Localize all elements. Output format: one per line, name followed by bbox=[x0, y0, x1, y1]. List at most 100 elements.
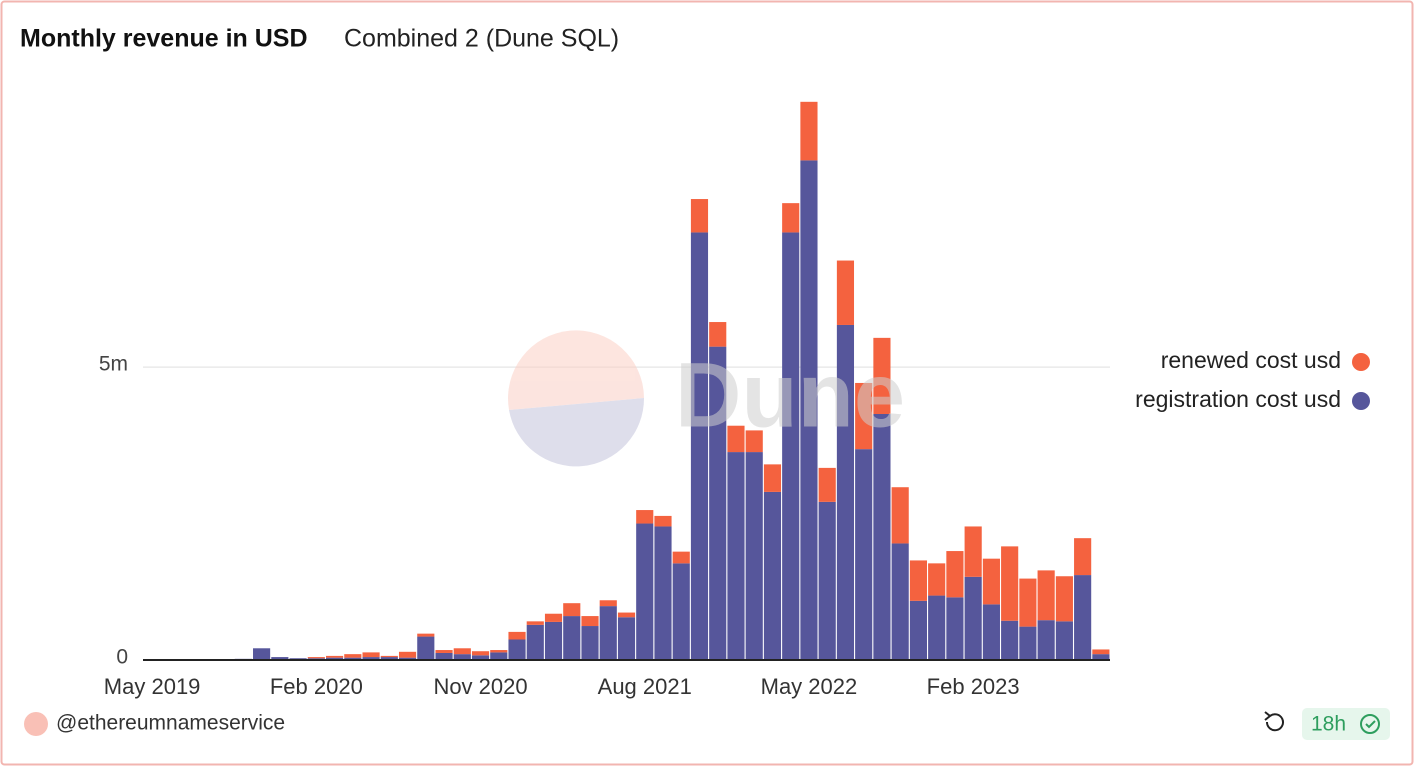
bar-segment bbox=[654, 515, 672, 527]
bar-segment bbox=[526, 621, 544, 625]
bar-segment bbox=[672, 551, 690, 564]
bar-segment bbox=[690, 199, 709, 233]
badge-check bbox=[1365, 720, 1376, 729]
refresh-arrow bbox=[1264, 711, 1272, 721]
bar-segment bbox=[581, 626, 599, 660]
bar-segment bbox=[471, 655, 490, 660]
bar-segment bbox=[709, 322, 727, 347]
bar-segment bbox=[490, 650, 508, 653]
bar-segment bbox=[1001, 546, 1019, 621]
bar-segment bbox=[891, 487, 909, 544]
legend-swatch bbox=[1352, 353, 1370, 371]
bar-segment bbox=[435, 650, 453, 653]
bar-segment bbox=[599, 600, 617, 607]
bar-segment bbox=[380, 657, 398, 660]
bar-segment bbox=[873, 337, 891, 414]
bar-segment bbox=[1074, 538, 1092, 576]
bar-segment bbox=[636, 510, 654, 524]
bar-segment bbox=[891, 543, 909, 660]
bar-segment bbox=[435, 652, 453, 660]
watermark: Dune bbox=[508, 330, 905, 467]
freshness-badge[interactable]: 18h bbox=[1302, 708, 1390, 740]
refresh-button[interactable] bbox=[1264, 711, 1284, 732]
bar-segment bbox=[544, 621, 563, 660]
watermark-logo-bottom bbox=[509, 398, 645, 467]
bar-segment bbox=[380, 655, 398, 658]
bar-segment bbox=[599, 606, 617, 660]
bar-segment bbox=[1037, 570, 1055, 621]
bar-segment bbox=[1074, 575, 1092, 660]
bar-segment bbox=[855, 382, 873, 450]
legend-label: registration cost usd bbox=[1135, 386, 1341, 412]
bar-segment bbox=[928, 563, 946, 596]
bar-segment bbox=[362, 657, 380, 660]
bar-segment bbox=[617, 617, 636, 660]
bar-segment bbox=[727, 425, 745, 453]
bar-segment bbox=[326, 657, 344, 660]
x-tick-label: May 2019 bbox=[104, 674, 201, 699]
bar-segment bbox=[672, 563, 690, 660]
bar-segment bbox=[946, 551, 964, 598]
bar-segment bbox=[508, 631, 526, 640]
bar-segment bbox=[253, 648, 271, 660]
x-tick-label: Feb 2020 bbox=[270, 674, 363, 699]
bar-segment bbox=[1019, 626, 1037, 660]
bar-segment bbox=[563, 616, 581, 660]
bar-segment bbox=[417, 636, 435, 660]
bar-segment bbox=[617, 612, 636, 618]
bar-segment bbox=[453, 648, 471, 655]
bar-segment bbox=[836, 260, 855, 325]
bar-segment bbox=[909, 560, 927, 601]
bar-segment bbox=[946, 597, 964, 660]
bar-segment bbox=[344, 657, 362, 660]
author-avatar bbox=[24, 712, 48, 736]
bar-segment bbox=[1092, 654, 1110, 660]
chart-title: Monthly revenue in USD bbox=[20, 25, 308, 53]
bar-segment bbox=[818, 501, 836, 660]
bar-segment bbox=[526, 624, 544, 660]
bar-segment bbox=[1092, 649, 1110, 655]
x-tick-label: Feb 2023 bbox=[927, 674, 1020, 699]
bar-segment bbox=[362, 652, 380, 658]
bar-segment bbox=[544, 613, 563, 622]
bar-segment bbox=[964, 576, 982, 660]
bar-segment bbox=[855, 449, 873, 660]
bar-segment bbox=[271, 657, 289, 660]
legend: renewed cost usd registration cost usd bbox=[1135, 347, 1370, 412]
bar-segment bbox=[782, 232, 800, 660]
plot-area: 0 5m May 2019 Feb 2020 Nov 2020 Aug 2021 May 2… bbox=[99, 101, 1110, 699]
bar-segment bbox=[1001, 620, 1019, 660]
bar-segment bbox=[636, 523, 654, 660]
legend-label: renewed cost usd bbox=[1161, 347, 1341, 373]
bar-segment bbox=[982, 604, 1000, 660]
badge-check-circle bbox=[1360, 714, 1380, 734]
bar-segment bbox=[873, 414, 891, 660]
bar-segment bbox=[709, 346, 727, 660]
bar-segment bbox=[398, 651, 417, 658]
refresh-icon bbox=[1265, 713, 1284, 732]
badge-age: 18h bbox=[1311, 713, 1346, 736]
legend-swatch bbox=[1352, 392, 1370, 410]
author-name[interactable]: @ethereumnameservice bbox=[56, 712, 285, 735]
bar-segment bbox=[763, 464, 782, 492]
bar-segment bbox=[1037, 620, 1055, 660]
bar-segment bbox=[745, 452, 763, 660]
bar-segment bbox=[508, 639, 526, 660]
watermark-logo-top bbox=[508, 330, 644, 410]
bar-segment bbox=[344, 654, 362, 658]
bar-segment bbox=[563, 603, 581, 617]
bar-segment bbox=[690, 232, 709, 660]
chart-subtitle: Combined 2 (Dune SQL) bbox=[344, 25, 619, 53]
bar-segment bbox=[982, 558, 1000, 605]
bar-segment bbox=[763, 491, 782, 660]
bar-segment bbox=[490, 652, 508, 660]
bar-segment bbox=[453, 654, 471, 660]
bar-segment bbox=[471, 651, 490, 656]
x-tick-label: Nov 2020 bbox=[433, 674, 527, 699]
bar-segment bbox=[964, 526, 982, 577]
bar-segment bbox=[417, 633, 435, 637]
y-tick-label: 5m bbox=[99, 353, 128, 376]
bar-segment bbox=[745, 430, 763, 453]
